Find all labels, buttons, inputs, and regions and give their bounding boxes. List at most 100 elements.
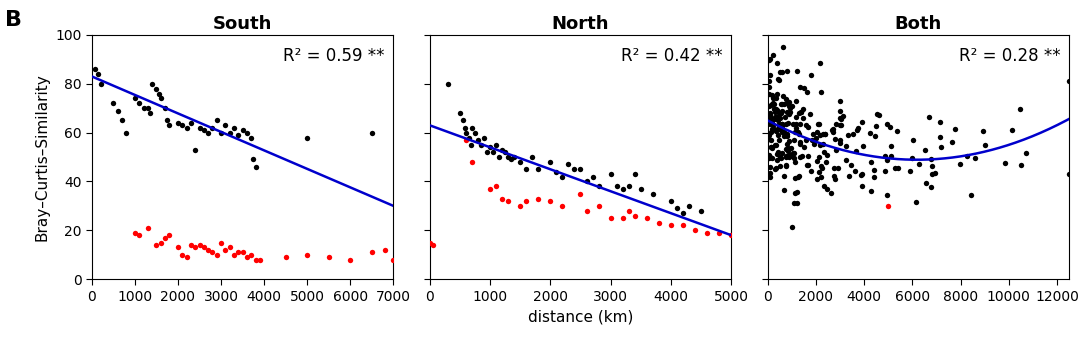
Point bbox=[808, 136, 825, 141]
Point bbox=[687, 228, 704, 233]
Point bbox=[761, 114, 779, 119]
Point bbox=[791, 142, 808, 147]
Point bbox=[974, 128, 991, 134]
Point bbox=[771, 124, 788, 129]
Point bbox=[772, 155, 789, 161]
Point bbox=[559, 162, 577, 167]
Point bbox=[760, 152, 778, 157]
Point bbox=[760, 84, 778, 90]
Point bbox=[788, 69, 806, 74]
Point bbox=[761, 170, 779, 176]
Point bbox=[440, 81, 457, 87]
Point bbox=[879, 203, 896, 209]
Point bbox=[785, 150, 802, 156]
Point bbox=[814, 141, 832, 146]
Point bbox=[247, 257, 265, 262]
Point bbox=[578, 179, 595, 184]
Point bbox=[833, 122, 850, 127]
Point bbox=[234, 127, 252, 133]
Point bbox=[662, 198, 679, 204]
Point bbox=[795, 106, 812, 112]
Point bbox=[144, 81, 161, 87]
Point bbox=[815, 149, 833, 154]
Point bbox=[239, 130, 256, 135]
Point bbox=[767, 109, 784, 114]
Point bbox=[839, 133, 856, 138]
Point bbox=[487, 142, 504, 148]
Point bbox=[826, 136, 843, 142]
Point bbox=[810, 154, 827, 160]
Point bbox=[769, 117, 786, 123]
Point bbox=[784, 154, 801, 159]
Point bbox=[824, 127, 841, 132]
Point bbox=[457, 137, 474, 143]
Point bbox=[490, 154, 508, 160]
Point bbox=[832, 137, 849, 143]
Point bbox=[789, 173, 807, 179]
Point bbox=[854, 143, 872, 149]
Point bbox=[834, 113, 851, 119]
Point bbox=[867, 123, 885, 129]
Point bbox=[812, 132, 829, 138]
Point bbox=[812, 174, 829, 180]
Point bbox=[794, 116, 811, 121]
Point bbox=[767, 95, 784, 101]
Point bbox=[475, 135, 492, 140]
Point bbox=[456, 125, 473, 131]
Point bbox=[221, 245, 239, 250]
Point bbox=[178, 125, 195, 131]
Point bbox=[861, 130, 878, 136]
Point bbox=[778, 141, 795, 146]
Point bbox=[786, 159, 804, 165]
Point bbox=[848, 127, 865, 133]
Point bbox=[825, 166, 842, 171]
Point bbox=[363, 130, 380, 135]
Point bbox=[247, 164, 265, 170]
Point bbox=[484, 149, 501, 155]
Point bbox=[764, 92, 781, 98]
Point bbox=[566, 166, 583, 172]
Point bbox=[843, 131, 861, 137]
Point bbox=[571, 191, 589, 196]
Point bbox=[768, 157, 785, 163]
Point bbox=[819, 186, 836, 192]
Point bbox=[770, 133, 787, 138]
Point bbox=[766, 106, 783, 112]
Point bbox=[876, 153, 893, 158]
Point bbox=[505, 154, 523, 160]
Point bbox=[868, 111, 886, 117]
Point bbox=[772, 163, 789, 169]
Point bbox=[775, 173, 793, 178]
Point bbox=[159, 118, 176, 123]
Point bbox=[833, 117, 850, 122]
Point bbox=[903, 156, 920, 161]
Point bbox=[789, 130, 807, 135]
Point bbox=[791, 154, 808, 160]
Point bbox=[946, 126, 963, 132]
Point bbox=[920, 114, 937, 120]
Point bbox=[650, 220, 667, 226]
Point bbox=[832, 115, 849, 121]
Point bbox=[923, 171, 941, 177]
Point bbox=[711, 230, 728, 236]
Point bbox=[792, 139, 809, 144]
Point bbox=[761, 154, 779, 159]
Point bbox=[152, 96, 170, 101]
Point bbox=[1013, 162, 1030, 168]
Point bbox=[848, 149, 865, 154]
Point bbox=[230, 250, 247, 255]
Point bbox=[762, 130, 780, 135]
Point bbox=[1003, 127, 1021, 133]
Point bbox=[161, 122, 178, 128]
Point bbox=[768, 142, 785, 148]
Point bbox=[615, 186, 632, 192]
Point bbox=[157, 105, 174, 111]
Point bbox=[841, 173, 859, 178]
Point bbox=[762, 103, 780, 108]
Point bbox=[502, 157, 519, 162]
Point bbox=[457, 130, 474, 135]
Point bbox=[926, 170, 943, 176]
Point bbox=[769, 126, 786, 132]
Point bbox=[923, 163, 941, 168]
Point bbox=[770, 113, 787, 119]
